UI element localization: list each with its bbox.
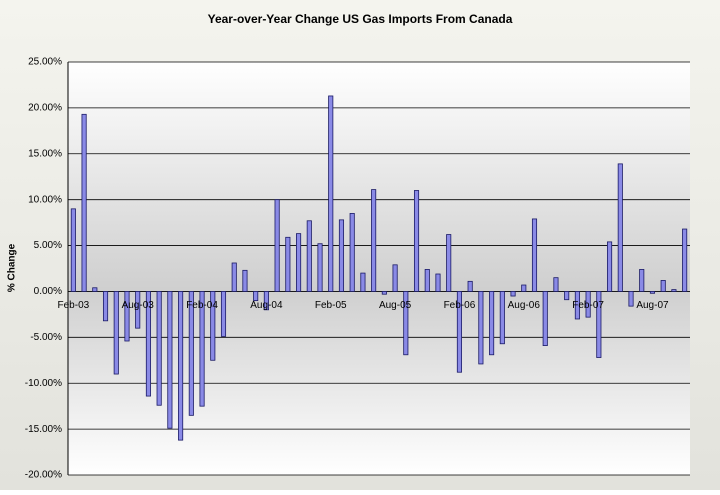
bar bbox=[574, 291, 580, 320]
bar bbox=[531, 218, 538, 292]
bar bbox=[178, 291, 184, 441]
y-tick-label: 5.00% bbox=[34, 240, 62, 251]
bar bbox=[607, 241, 613, 292]
bar bbox=[135, 291, 141, 329]
bar bbox=[639, 269, 645, 292]
x-tick-label: Feb-07 bbox=[572, 300, 604, 311]
bar bbox=[521, 284, 527, 292]
bar bbox=[446, 234, 452, 292]
bar bbox=[660, 280, 666, 292]
bar bbox=[349, 213, 355, 292]
y-tick-label: -15.00% bbox=[25, 424, 62, 435]
plot-area bbox=[68, 62, 690, 475]
bar bbox=[113, 291, 119, 375]
bar bbox=[102, 291, 109, 322]
bar bbox=[489, 291, 495, 356]
y-tick-label: -10.00% bbox=[25, 378, 62, 389]
bar bbox=[210, 291, 216, 361]
bar bbox=[70, 208, 76, 292]
bar bbox=[338, 219, 345, 292]
x-tick-label: Feb-05 bbox=[315, 300, 347, 311]
bar bbox=[242, 269, 248, 292]
x-tick-label: Aug-04 bbox=[250, 300, 283, 311]
bar bbox=[671, 289, 677, 292]
bar bbox=[553, 277, 559, 292]
bar bbox=[188, 291, 194, 416]
y-tick-label: 20.00% bbox=[28, 103, 62, 114]
bar bbox=[424, 269, 430, 292]
bar bbox=[274, 199, 280, 292]
bar bbox=[649, 291, 656, 294]
bar bbox=[585, 291, 591, 318]
y-tick-label: -5.00% bbox=[30, 332, 62, 343]
bar bbox=[360, 272, 366, 292]
bar bbox=[328, 95, 334, 292]
bar bbox=[381, 291, 387, 295]
bar bbox=[167, 291, 173, 429]
x-tick-label: Feb-03 bbox=[58, 300, 90, 311]
bar bbox=[435, 273, 441, 292]
bar bbox=[81, 113, 87, 292]
x-tick-label: Feb-06 bbox=[444, 300, 476, 311]
chart-title: Year-over-Year Change US Gas Imports Fro… bbox=[208, 12, 513, 26]
bar bbox=[317, 243, 323, 292]
bar bbox=[456, 291, 462, 373]
bar bbox=[231, 262, 237, 292]
bar bbox=[220, 291, 227, 337]
y-axis-label: % Change bbox=[7, 243, 18, 292]
bar bbox=[403, 291, 409, 356]
bar bbox=[682, 228, 688, 292]
bar bbox=[145, 291, 151, 397]
y-tick-label: -20.00% bbox=[25, 470, 62, 481]
x-tick-label: Aug-05 bbox=[379, 300, 412, 311]
y-tick-label: 25.00% bbox=[28, 57, 62, 68]
bar bbox=[499, 291, 505, 345]
bar bbox=[542, 291, 548, 346]
bar bbox=[156, 291, 162, 406]
x-tick-label: Aug-07 bbox=[636, 300, 669, 311]
bar bbox=[199, 291, 205, 407]
bar bbox=[596, 291, 602, 358]
bar bbox=[371, 189, 377, 292]
bar bbox=[285, 236, 291, 292]
bar bbox=[263, 291, 269, 311]
bar bbox=[617, 163, 623, 292]
bar bbox=[253, 291, 259, 302]
bar bbox=[510, 291, 516, 297]
y-tick-label: 15.00% bbox=[28, 148, 62, 159]
bar bbox=[478, 291, 484, 365]
bar bbox=[628, 291, 634, 307]
bar bbox=[306, 220, 312, 292]
bar bbox=[92, 287, 98, 292]
x-tick-label: Aug-06 bbox=[508, 300, 541, 311]
bar bbox=[124, 291, 130, 342]
bar bbox=[392, 264, 398, 292]
bar bbox=[467, 280, 473, 292]
x-tick-label: Aug-03 bbox=[122, 300, 155, 311]
bar bbox=[296, 233, 302, 292]
bar bbox=[413, 190, 420, 292]
bar bbox=[564, 291, 570, 301]
y-tick-label: 10.00% bbox=[28, 194, 62, 205]
y-tick-label: 0.00% bbox=[34, 286, 62, 297]
x-tick-label: Feb-04 bbox=[186, 300, 218, 311]
